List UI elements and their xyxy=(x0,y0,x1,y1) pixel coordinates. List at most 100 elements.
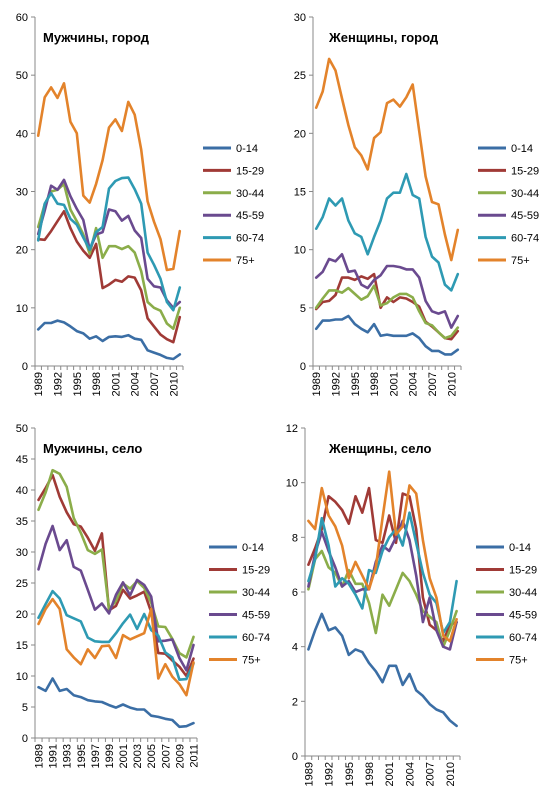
chart-title: Мужчины, село xyxy=(43,441,142,456)
y-tick-label: 50 xyxy=(16,423,28,435)
y-tick-label: 60 xyxy=(16,12,28,24)
series-line-75+ xyxy=(37,597,195,697)
x-tick-label: 1989 xyxy=(34,744,46,768)
x-tick-label: 1989 xyxy=(303,762,315,786)
chart-title: Женщины, город xyxy=(328,30,439,45)
x-tick-label: 2010 xyxy=(168,372,180,396)
series-line-15-29 xyxy=(37,473,195,678)
x-tick-label: 1991 xyxy=(48,744,60,768)
legend-label: 30-44 xyxy=(509,587,537,599)
y-tick-label: 2 xyxy=(292,696,298,708)
x-tick-label: 2004 xyxy=(130,372,142,396)
legend-label: 45-59 xyxy=(509,610,537,622)
y-tick-label: 35 xyxy=(16,516,28,528)
chart-panel-1: 0 10 20 30 40 50 60 1989 1992 1995 1998 2001 2004 200… xyxy=(16,12,264,396)
legend-label: 75+ xyxy=(242,655,261,667)
y-tick-label: 25 xyxy=(294,70,306,82)
x-tick-label: 2007 xyxy=(427,372,439,396)
y-tick-label: 15 xyxy=(16,640,28,652)
series-line-30-44 xyxy=(36,182,182,331)
legend-label: 45-59 xyxy=(242,610,270,622)
series-line-0-14 xyxy=(307,612,458,728)
chart-title: Мужчины, город xyxy=(43,30,150,45)
series-line-60-74 xyxy=(314,172,460,292)
series-line-75+ xyxy=(314,57,460,262)
series-line-15-29 xyxy=(36,210,182,344)
x-tick-label: 2005 xyxy=(146,744,158,768)
y-tick-label: 0 xyxy=(292,751,298,763)
legend-label: 60-74 xyxy=(242,632,270,644)
x-tick-label: 2001 xyxy=(384,762,396,786)
series-line-75+ xyxy=(307,470,458,643)
x-tick-label: 2001 xyxy=(388,372,400,396)
legend-label: 75+ xyxy=(511,255,530,267)
y-tick-label: 12 xyxy=(286,423,298,435)
legend-label: 30-44 xyxy=(511,188,539,200)
legend-label: 0-14 xyxy=(511,143,533,155)
x-tick-label: 2011 xyxy=(188,744,200,768)
chart-panel-3: 0 5 10 15 20 25 30 35 40 45 50 1989 1991 1993 1995 1997… xyxy=(16,423,270,768)
x-tick-label: 2001 xyxy=(118,744,130,768)
y-tick-label: 8 xyxy=(292,532,298,544)
x-tick-label: 1989 xyxy=(33,372,45,396)
y-tick-label: 10 xyxy=(16,671,28,683)
x-tick-label: 2003 xyxy=(132,744,144,768)
x-tick-label: 2010 xyxy=(445,762,457,786)
y-tick-label: 0 xyxy=(300,361,306,373)
y-tick-label: 25 xyxy=(16,578,28,590)
series-line-45-59 xyxy=(307,519,458,651)
y-tick-label: 20 xyxy=(16,609,28,621)
y-tick-label: 5 xyxy=(300,303,306,315)
series-line-60-74 xyxy=(36,176,182,312)
legend-label: 0-14 xyxy=(242,542,264,554)
y-tick-label: 30 xyxy=(16,187,28,199)
x-tick-label: 1989 xyxy=(311,372,323,396)
series-line-0-14 xyxy=(314,314,460,356)
x-tick-label: 1992 xyxy=(331,372,343,396)
x-tick-label: 1999 xyxy=(104,744,116,768)
x-tick-label: 2009 xyxy=(174,744,186,768)
x-tick-label: 1995 xyxy=(72,372,84,396)
x-tick-label: 2004 xyxy=(408,372,420,396)
series-line-60-74 xyxy=(37,589,195,682)
chart-title: Женщины, село xyxy=(328,441,432,456)
legend-label: 45-59 xyxy=(511,210,539,222)
x-tick-label: 1998 xyxy=(369,372,381,396)
legend-label: 15-29 xyxy=(509,565,537,577)
legend-label: 30-44 xyxy=(242,587,270,599)
series-line-45-59 xyxy=(314,253,460,329)
y-tick-label: 20 xyxy=(16,245,28,257)
y-tick-label: 40 xyxy=(16,485,28,497)
series-line-60-74 xyxy=(307,511,458,635)
x-tick-label: 1993 xyxy=(62,744,74,768)
x-tick-label: 2001 xyxy=(110,372,122,396)
y-tick-label: 0 xyxy=(22,733,28,745)
x-tick-label: 1992 xyxy=(53,372,65,396)
legend-label: 15-29 xyxy=(511,165,539,177)
x-tick-label: 2004 xyxy=(404,762,416,786)
y-tick-label: 40 xyxy=(16,128,28,140)
series-line-45-59 xyxy=(37,524,195,672)
y-tick-label: 20 xyxy=(294,128,306,140)
x-tick-label: 1992 xyxy=(324,762,336,786)
legend-label: 0-14 xyxy=(509,542,531,554)
y-tick-label: 0 xyxy=(22,361,28,373)
series-line-75+ xyxy=(36,82,182,272)
legend-label: 15-29 xyxy=(242,565,270,577)
legend-label: 60-74 xyxy=(511,233,539,245)
legend-label: 15-29 xyxy=(236,165,264,177)
legend-label: 75+ xyxy=(236,255,255,267)
x-tick-label: 1998 xyxy=(364,762,376,786)
x-tick-label: 1995 xyxy=(76,744,88,768)
series-line-0-14 xyxy=(36,319,182,361)
x-tick-label: 1995 xyxy=(350,372,362,396)
legend-label: 0-14 xyxy=(236,143,258,155)
x-tick-label: 1997 xyxy=(90,744,102,768)
x-tick-label: 2007 xyxy=(160,744,172,768)
y-tick-label: 10 xyxy=(286,478,298,490)
series-line-45-59 xyxy=(36,178,182,310)
y-tick-label: 30 xyxy=(294,12,306,24)
y-tick-label: 4 xyxy=(292,642,298,654)
chart-panel-4: 0 2 4 6 8 10 12 1989 1992 1995 1998 2001 2004 2007 201… xyxy=(286,423,537,786)
